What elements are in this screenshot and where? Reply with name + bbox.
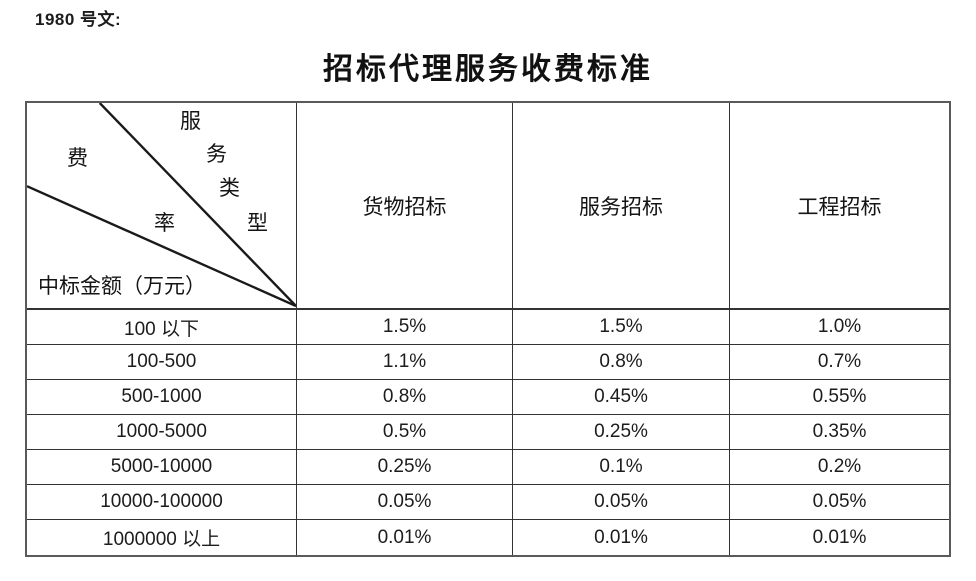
service-type-char: 务 [206, 142, 227, 166]
fee-standards-table: 服 务 类 型 费 率 中标金额（万元） 货物招标 服务招标 工程招标 100 … [25, 101, 951, 557]
column-header-engineering: 工程招标 [730, 103, 949, 310]
amount-range-cell: 100-500 [27, 345, 297, 380]
column-header-services: 服务招标 [513, 103, 730, 310]
services-rate-cell: 0.01% [513, 520, 730, 555]
rate-char: 率 [154, 211, 175, 235]
service-type-char: 服 [180, 109, 201, 133]
services-rate-cell: 1.5% [513, 310, 730, 345]
column-header-goods: 货物招标 [297, 103, 513, 310]
doc-ref-number: 1980 号文: [35, 10, 122, 29]
diagonal-divider-lines [27, 103, 296, 308]
service-type-char: 型 [247, 211, 268, 235]
amount-range-cell: 1000000 以上 [27, 520, 297, 555]
amount-range-cell: 100 以下 [27, 310, 297, 345]
goods-rate-cell: 0.5% [297, 415, 513, 450]
services-rate-cell: 0.25% [513, 415, 730, 450]
goods-rate-cell: 0.8% [297, 380, 513, 415]
engineering-rate-cell: 0.55% [730, 380, 949, 415]
amount-range-cell: 1000-5000 [27, 415, 297, 450]
services-rate-cell: 0.8% [513, 345, 730, 380]
goods-rate-cell: 0.05% [297, 485, 513, 520]
amount-range-cell: 10000-100000 [27, 485, 297, 520]
engineering-rate-cell: 1.0% [730, 310, 949, 345]
page-title: 招标代理服务收费标准 [323, 53, 653, 86]
row-axis-label: 中标金额（万元） [38, 274, 206, 298]
engineering-rate-cell: 0.01% [812, 526, 867, 548]
engineering-rate-cell: 0.2% [730, 450, 949, 485]
goods-rate-cell: 1.5% [297, 310, 513, 345]
engineering-rate-cell: 0.7% [730, 345, 949, 380]
services-rate-cell: 0.45% [513, 380, 730, 415]
services-rate-cell: 0.1% [513, 450, 730, 485]
goods-rate-cell: 1.1% [297, 345, 513, 380]
goods-rate-cell: 0.25% [297, 450, 513, 485]
corner-header-cell: 服 务 类 型 费 率 中标金额（万元） [27, 103, 297, 310]
engineering-rate-cell: 0.35% [730, 415, 949, 450]
services-rate-cell: 0.05% [513, 485, 730, 520]
amount-range-cell: 5000-10000 [27, 450, 297, 485]
amount-range-cell: 500-1000 [27, 380, 297, 415]
goods-rate-cell: 0.01% [297, 520, 513, 555]
service-type-char: 类 [219, 176, 240, 200]
engineering-rate-cell: 0.05% [730, 485, 949, 520]
rate-char: 费 [67, 146, 88, 170]
